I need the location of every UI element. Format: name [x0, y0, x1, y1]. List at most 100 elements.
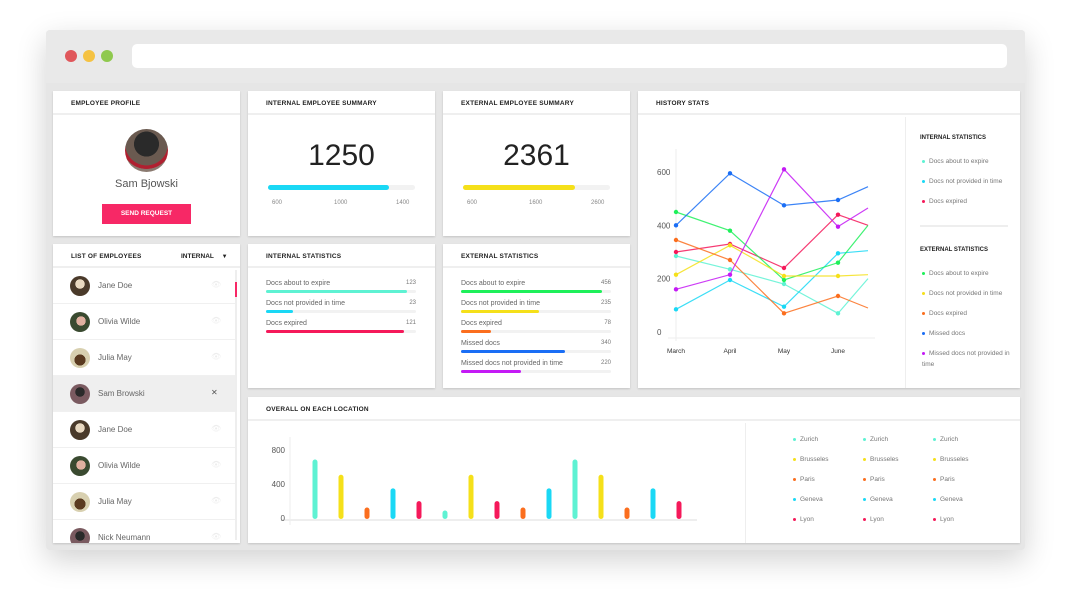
stat-row: Docs about to expire 456 [461, 280, 611, 293]
avatar [125, 129, 168, 172]
employee-row[interactable]: Olivia Wilde 👁 [53, 304, 235, 340]
legend-label: Zurich [870, 436, 889, 443]
eye-icon[interactable]: 👁 [211, 280, 222, 289]
series-line [675, 213, 869, 269]
eye-icon[interactable]: 👁 [211, 352, 222, 361]
avatar [70, 348, 90, 368]
x-tick-label: April [723, 348, 737, 355]
legend-dot [793, 457, 796, 461]
send-request-button[interactable]: SEND REQUEST [102, 204, 191, 224]
employee-name: Nick Neumann [98, 533, 151, 542]
avatar [70, 528, 90, 543]
stat-bar-fill [461, 350, 565, 353]
stat-label: Docs about to expire [266, 280, 331, 287]
profile-name: Sam Bjowski [115, 178, 178, 190]
employee-list-card: LIST OF EMPLOYEES INTERNAL ▼ Jane Doe 👁 Ol… [53, 244, 240, 543]
avatar [70, 384, 90, 404]
employee-row[interactable]: Julia May 👁 [53, 340, 235, 376]
data-point [727, 272, 733, 277]
x-tick-label: May [778, 348, 791, 355]
legend-label: Paris [870, 476, 885, 483]
eye-icon[interactable]: 👁 [211, 316, 222, 325]
maximize-window-button[interactable] [101, 50, 113, 62]
legend-dot [863, 437, 866, 441]
legend-item: Docs about to expire [922, 268, 1014, 279]
scrollbar[interactable] [235, 270, 237, 540]
bar [364, 507, 370, 519]
minimize-window-button[interactable] [83, 50, 95, 62]
data-point [781, 167, 787, 172]
data-point [835, 260, 841, 265]
data-point [673, 223, 679, 228]
legend-dot [863, 457, 866, 461]
tick-label: 1600 [529, 200, 543, 206]
filter-dropdown[interactable]: INTERNAL ▼ [181, 253, 228, 260]
employee-profile-card: EMPLOYEE PROFILE Sam Bjowski SEND REQUES… [53, 91, 240, 236]
legend-item: Paris [933, 476, 955, 483]
bar [442, 510, 448, 519]
legend-label: Geneva [940, 496, 963, 503]
card-title: INTERNAL EMPLOYEE SUMMARY [248, 91, 435, 115]
employee-row[interactable]: Olivia Wilde 👁 [53, 448, 235, 484]
tick-label: 2600 [591, 200, 605, 206]
filter-value: INTERNAL [181, 253, 214, 260]
address-bar[interactable] [132, 44, 1007, 68]
bar [494, 501, 500, 519]
stat-bar [461, 370, 611, 373]
legend-item: Brusseles [863, 456, 899, 463]
y-tick-label: 600 [657, 168, 671, 177]
employee-row[interactable]: Nick Neumann 👁 [53, 520, 235, 543]
tick-label: 1000 [334, 200, 348, 206]
avatar [70, 492, 90, 512]
eye-icon[interactable]: 👁 [211, 532, 222, 541]
employee-name: Olivia Wilde [98, 317, 141, 326]
legend-dot [863, 497, 866, 501]
legend-dot [863, 517, 866, 521]
stat-value: 78 [604, 320, 611, 326]
stat-bar-fill [461, 310, 539, 313]
close-window-button[interactable] [65, 50, 77, 62]
stat-bar-fill [266, 330, 404, 333]
data-point [781, 265, 787, 271]
data-point [781, 281, 787, 287]
legend-label: Brusseles [940, 456, 969, 463]
legend-heading: INTERNAL STATISTICS [920, 135, 986, 141]
bar [338, 474, 344, 519]
bar [416, 501, 422, 519]
legend-dot [863, 477, 866, 481]
eye-icon[interactable]: 👁 [211, 460, 222, 469]
history-stats-card: HISTORY STATS 0 200 400 600 March April May Jun… [638, 91, 1020, 388]
stat-row: Missed docs not provided in time 220 [461, 360, 611, 373]
legend-item: Lyon [863, 516, 884, 523]
avatar [70, 456, 90, 476]
internal-progress-bar [268, 185, 415, 190]
stat-row: Missed docs 340 [461, 340, 611, 353]
close-icon[interactable]: ✕ [211, 388, 218, 397]
eye-icon[interactable]: 👁 [211, 496, 222, 505]
employee-row[interactable]: Sam Browski ✕ [53, 376, 235, 412]
data-point [835, 273, 841, 279]
legend-label: Geneva [800, 496, 823, 503]
bar [676, 501, 682, 519]
legend-label: Brusseles [800, 456, 829, 463]
legend-label: Brusseles [870, 456, 899, 463]
stat-bar [461, 330, 611, 333]
legend-label: Docs not provided in time [929, 178, 1003, 185]
legend-item: Missed docs [922, 328, 1014, 339]
y-tick-label: 400 [657, 221, 671, 230]
chevron-down-icon: ▼ [221, 254, 228, 260]
employee-row[interactable]: Jane Doe 👁 [53, 268, 235, 304]
legend-label: Zurich [940, 436, 959, 443]
bar [650, 488, 656, 519]
eye-icon[interactable]: 👁 [211, 424, 222, 433]
stat-value: 23 [409, 300, 416, 306]
bar [572, 459, 578, 519]
employee-row[interactable]: Julia May 👁 [53, 484, 235, 520]
scrollbar-thumb[interactable] [235, 282, 237, 297]
employee-row[interactable]: Jane Doe 👁 [53, 412, 235, 448]
legend-dot [793, 437, 796, 441]
stat-value: 123 [405, 280, 416, 286]
legend-dot [922, 311, 925, 315]
data-point [673, 249, 679, 255]
bar [546, 488, 552, 519]
